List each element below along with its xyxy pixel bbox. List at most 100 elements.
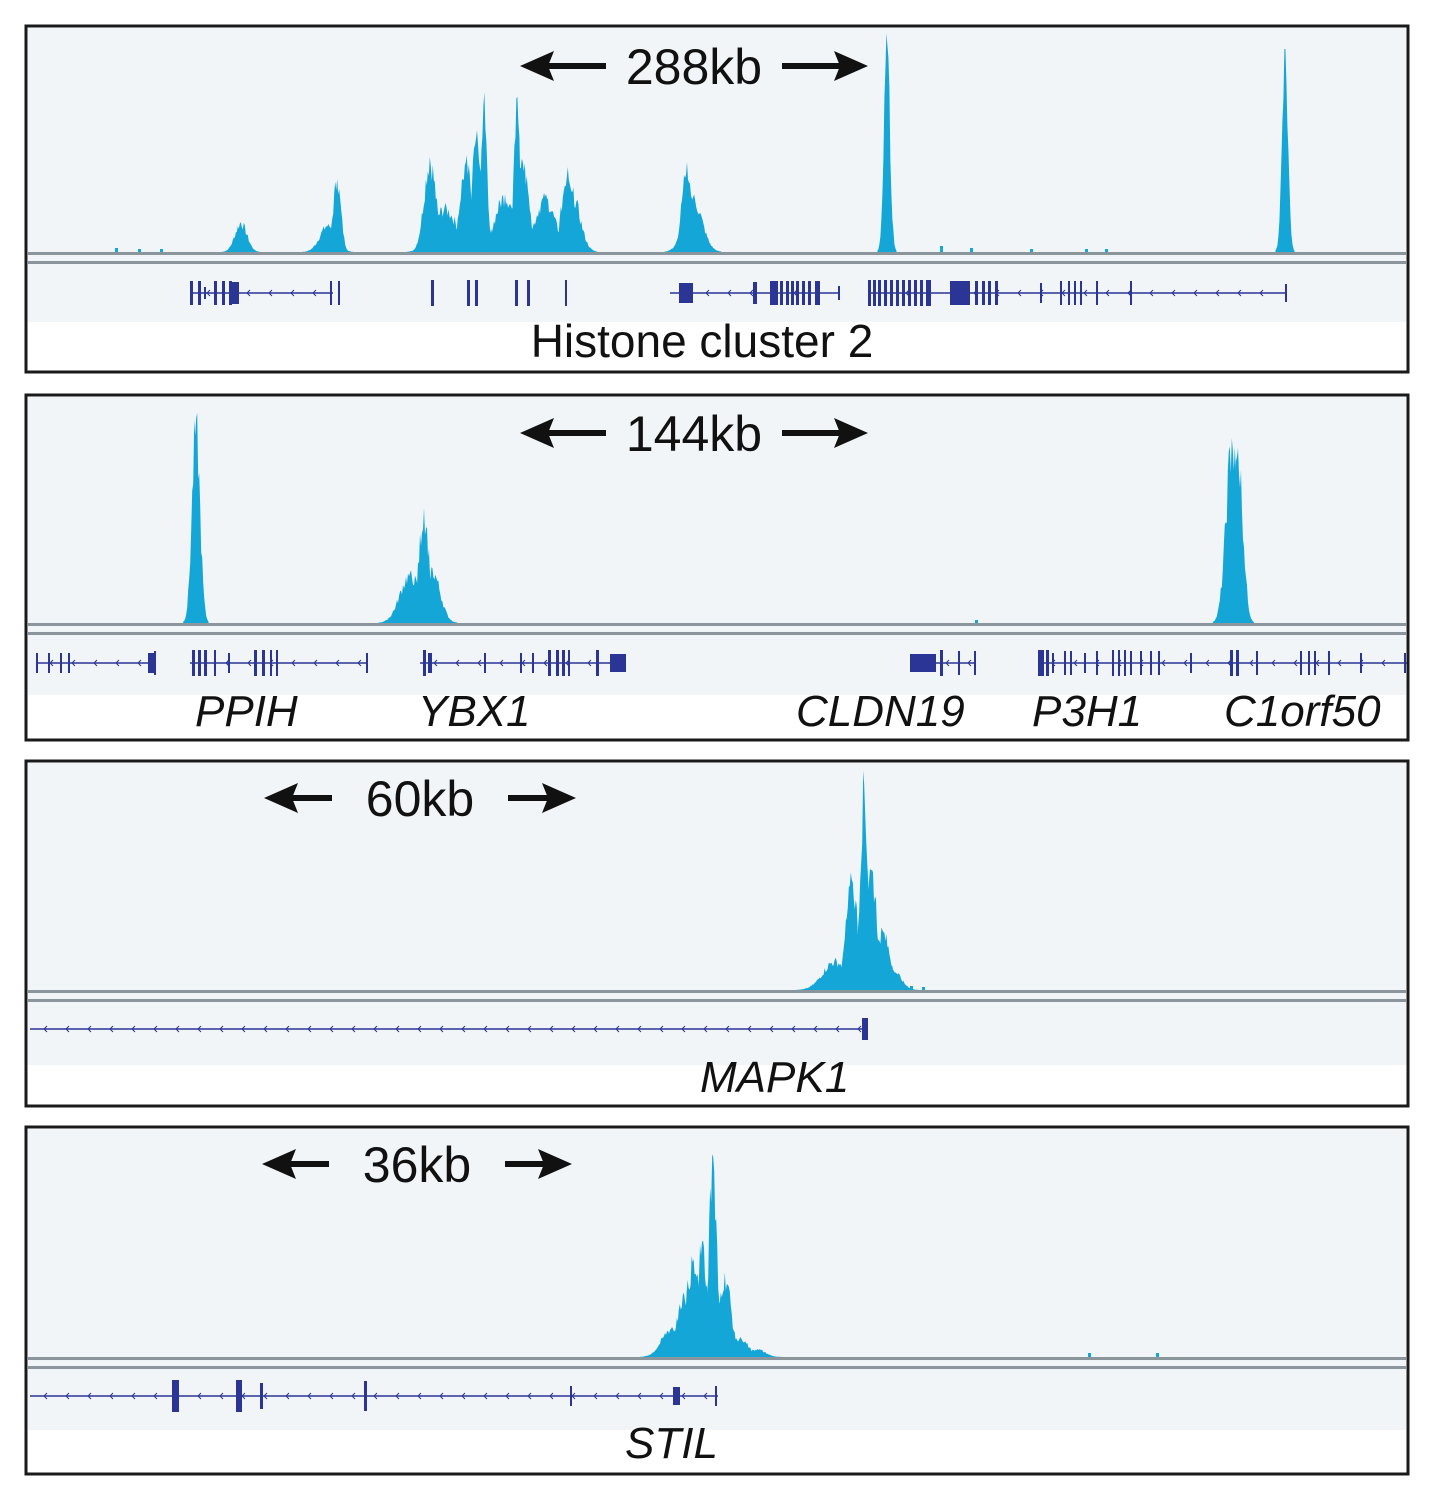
exon-block xyxy=(204,650,207,676)
signal-noise xyxy=(910,986,913,990)
exon-block xyxy=(515,280,518,306)
signal-noise xyxy=(940,246,943,252)
strand-chevron xyxy=(357,659,362,667)
exon-block xyxy=(940,650,943,676)
signal-peak xyxy=(1222,448,1254,623)
exon-block xyxy=(154,651,156,675)
strand-chevron xyxy=(285,1392,290,1400)
exon-block xyxy=(222,281,225,305)
signal-peak xyxy=(796,957,874,990)
exon-block xyxy=(995,281,998,305)
exon-block xyxy=(815,281,820,305)
strand-chevron xyxy=(263,1392,268,1400)
strand-chevron xyxy=(307,1392,312,1400)
signal-noise xyxy=(138,249,141,252)
exon-block xyxy=(204,287,206,299)
exon-block xyxy=(236,1380,242,1412)
exon-block xyxy=(198,650,201,676)
signal-noise xyxy=(970,248,973,252)
gene-name-label: P3H1 xyxy=(1032,687,1142,736)
track-panel-3: 60kb MAPK1 xyxy=(24,759,1410,1108)
strand-chevron xyxy=(549,1025,554,1033)
signal-peak xyxy=(378,570,442,623)
signal-peak xyxy=(324,179,350,252)
exon-block xyxy=(570,1386,572,1406)
exon-block xyxy=(172,1380,179,1412)
scale-bar: 60kb xyxy=(264,771,576,827)
scale-bar: 288kb xyxy=(520,39,868,95)
strand-chevron xyxy=(857,1025,862,1033)
signal-peak xyxy=(474,92,494,252)
strand-chevron xyxy=(335,659,340,667)
track-baseline xyxy=(28,252,1406,255)
strand-chevron xyxy=(593,1025,598,1033)
strand-chevron xyxy=(1205,659,1210,667)
scale-arrow-left-head xyxy=(262,1149,296,1179)
exon-block xyxy=(1314,651,1316,675)
exon-block xyxy=(1130,651,1132,675)
strand-chevron xyxy=(1083,289,1088,297)
gene-name-label: MAPK1 xyxy=(700,1053,849,1102)
exon-block xyxy=(1096,651,1098,675)
exon-block xyxy=(1096,281,1098,305)
exon-block xyxy=(565,280,567,306)
strand-chevron xyxy=(307,1025,312,1033)
exon-block xyxy=(36,653,38,673)
strand-chevron xyxy=(1215,289,1220,297)
strand-chevron xyxy=(71,659,76,667)
signal-peak xyxy=(546,187,598,252)
strand-chevron xyxy=(206,289,211,297)
strand-chevron xyxy=(1337,659,1342,667)
strand-chevron xyxy=(43,1392,48,1400)
strand-chevron xyxy=(137,659,142,667)
track-baseline xyxy=(28,1357,1406,1360)
exon-block xyxy=(276,650,278,676)
scale-arrow-left-head xyxy=(520,51,554,81)
scale-label: 288kb xyxy=(626,39,762,95)
exon-block xyxy=(1230,650,1233,676)
strand-chevron xyxy=(593,1392,598,1400)
exon-block xyxy=(838,286,840,300)
exon-block xyxy=(192,650,195,676)
track-separator xyxy=(28,261,1406,264)
exon-block xyxy=(568,650,570,676)
exon-block xyxy=(484,653,486,673)
exon-block xyxy=(1256,651,1258,675)
gene-name-label: YBX1 xyxy=(418,687,531,736)
exon-block xyxy=(862,1018,868,1040)
strand-chevron xyxy=(527,1025,532,1033)
strand-chevron xyxy=(505,1025,510,1033)
exon-block xyxy=(148,653,156,673)
strand-chevron xyxy=(87,1392,92,1400)
scale-arrow-right-head xyxy=(542,783,576,813)
scale-label: 36kb xyxy=(363,1137,471,1193)
strand-chevron xyxy=(395,1392,400,1400)
exon-block xyxy=(475,280,478,306)
gene-name-label: CLDN19 xyxy=(796,687,965,736)
exon-block xyxy=(926,280,931,306)
strand-chevron xyxy=(373,1025,378,1033)
signal-peak xyxy=(410,157,450,252)
exon-block xyxy=(715,1386,717,1406)
signal-peak xyxy=(408,508,440,623)
strand-chevron xyxy=(1017,289,1022,297)
signal-peak xyxy=(1275,49,1295,252)
strand-chevron xyxy=(290,289,295,297)
signal-noise xyxy=(1088,1353,1091,1357)
signal-noise xyxy=(1156,1353,1159,1357)
track-separator xyxy=(28,632,1406,635)
strand-chevron xyxy=(285,1025,290,1033)
exon-block xyxy=(1084,653,1086,673)
exon-block xyxy=(364,1381,367,1411)
strand-chevron xyxy=(461,1025,466,1033)
exon-block xyxy=(950,281,970,305)
strand-chevron xyxy=(439,1392,444,1400)
exon-block xyxy=(673,1387,680,1405)
exon-block xyxy=(1070,651,1072,675)
strand-chevron xyxy=(109,1025,114,1033)
exon-block xyxy=(974,651,976,675)
strand-chevron xyxy=(263,1025,268,1033)
exon-block xyxy=(770,281,778,305)
strand-chevron xyxy=(417,1392,422,1400)
strand-chevron xyxy=(703,1025,708,1033)
